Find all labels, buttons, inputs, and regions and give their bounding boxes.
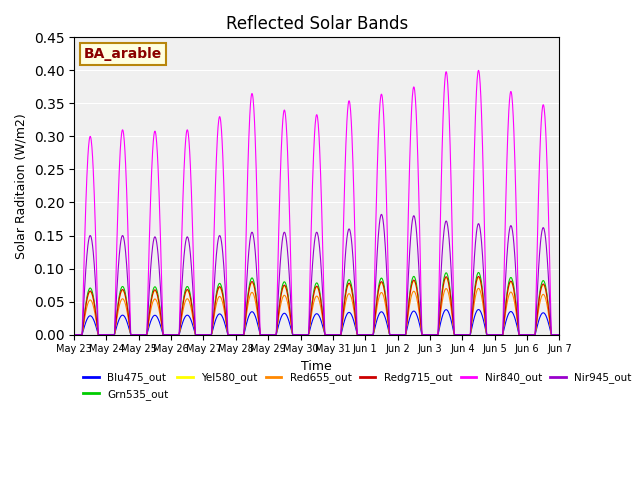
Nir945_out bbox=[456, 332, 463, 337]
Yel580_out bbox=[232, 332, 240, 337]
Yel580_out bbox=[178, 309, 186, 315]
Redg715_out bbox=[392, 332, 399, 337]
Nir840_out bbox=[392, 332, 399, 337]
Red655_out bbox=[232, 332, 240, 337]
Yel580_out bbox=[556, 332, 563, 337]
Yel580_out bbox=[166, 332, 174, 337]
Yel580_out bbox=[392, 332, 399, 337]
Line: Red655_out: Red655_out bbox=[74, 288, 559, 335]
Redg715_out bbox=[455, 332, 463, 337]
Grn535_out bbox=[556, 332, 563, 337]
Nir945_out bbox=[378, 212, 385, 217]
Line: Yel580_out: Yel580_out bbox=[74, 278, 559, 335]
Grn535_out bbox=[178, 307, 186, 313]
Nir945_out bbox=[556, 332, 563, 337]
Nir840_out bbox=[232, 332, 240, 337]
Text: BA_arable: BA_arable bbox=[84, 47, 162, 61]
Line: Nir840_out: Nir840_out bbox=[74, 71, 559, 335]
Grn535_out bbox=[70, 332, 78, 337]
Yel580_out bbox=[498, 332, 506, 337]
Red655_out bbox=[455, 332, 463, 337]
Grn535_out bbox=[475, 270, 483, 276]
Redg715_out bbox=[232, 332, 240, 337]
Line: Redg715_out: Redg715_out bbox=[74, 276, 559, 335]
Grn535_out bbox=[392, 332, 399, 337]
Yel580_out bbox=[70, 332, 78, 337]
Y-axis label: Solar Raditaion (W/m2): Solar Raditaion (W/m2) bbox=[15, 113, 28, 259]
Red655_out bbox=[392, 332, 399, 337]
Grn535_out bbox=[498, 332, 506, 337]
Blu475_out bbox=[498, 332, 506, 337]
Nir840_out bbox=[70, 332, 78, 337]
Blu475_out bbox=[178, 322, 186, 327]
Line: Blu475_out: Blu475_out bbox=[74, 310, 559, 335]
Blu475_out bbox=[455, 332, 463, 337]
Blu475_out bbox=[556, 332, 563, 337]
Red655_out bbox=[556, 332, 563, 337]
Nir945_out bbox=[392, 332, 399, 337]
Blu475_out bbox=[232, 332, 240, 337]
Nir840_out bbox=[455, 332, 463, 337]
Nir840_out bbox=[498, 332, 506, 337]
Nir945_out bbox=[166, 332, 174, 337]
Redg715_out bbox=[498, 332, 506, 337]
X-axis label: Time: Time bbox=[301, 360, 332, 373]
Blu475_out bbox=[166, 332, 174, 337]
Red655_out bbox=[166, 332, 174, 337]
Blu475_out bbox=[392, 332, 399, 337]
Nir840_out bbox=[475, 68, 483, 73]
Legend: Blu475_out, Grn535_out, Yel580_out, Red655_out, Redg715_out, Nir840_out, Nir945_: Blu475_out, Grn535_out, Yel580_out, Red6… bbox=[79, 368, 636, 404]
Grn535_out bbox=[232, 332, 240, 337]
Line: Grn535_out: Grn535_out bbox=[74, 273, 559, 335]
Grn535_out bbox=[166, 332, 174, 337]
Nir945_out bbox=[498, 332, 506, 337]
Yel580_out bbox=[475, 275, 483, 281]
Nir945_out bbox=[70, 332, 78, 337]
Yel580_out bbox=[455, 332, 463, 337]
Redg715_out bbox=[166, 332, 174, 337]
Redg715_out bbox=[178, 309, 186, 314]
Nir945_out bbox=[178, 282, 186, 288]
Redg715_out bbox=[70, 332, 78, 337]
Title: Reflected Solar Bands: Reflected Solar Bands bbox=[225, 15, 408, 33]
Nir840_out bbox=[178, 227, 186, 232]
Red655_out bbox=[498, 332, 506, 337]
Nir840_out bbox=[556, 332, 563, 337]
Line: Nir945_out: Nir945_out bbox=[74, 215, 559, 335]
Red655_out bbox=[475, 286, 483, 291]
Blu475_out bbox=[70, 332, 78, 337]
Blu475_out bbox=[475, 307, 483, 312]
Redg715_out bbox=[475, 274, 483, 279]
Grn535_out bbox=[455, 332, 463, 337]
Red655_out bbox=[178, 313, 186, 319]
Nir945_out bbox=[232, 332, 240, 337]
Red655_out bbox=[70, 332, 78, 337]
Redg715_out bbox=[556, 332, 563, 337]
Nir840_out bbox=[166, 332, 174, 337]
